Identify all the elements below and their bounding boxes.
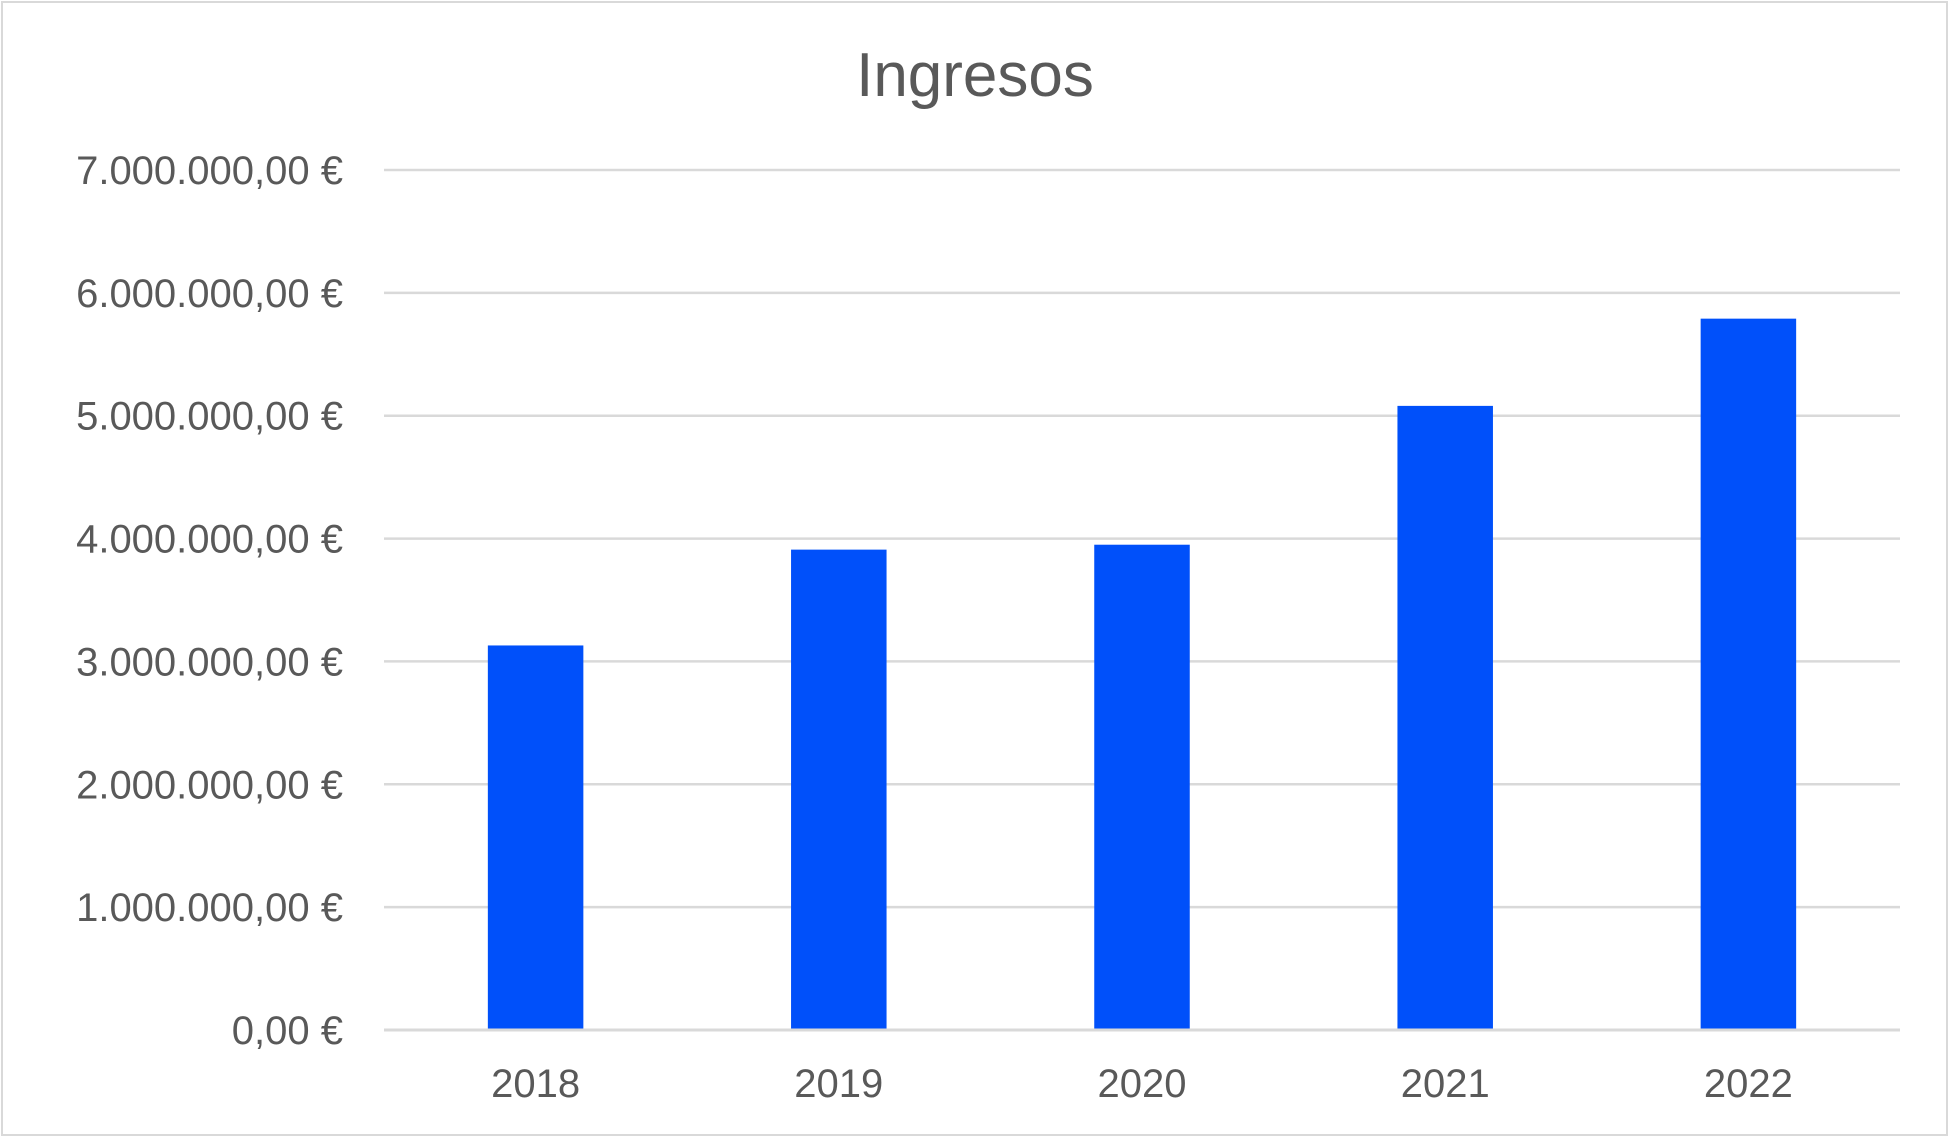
gridlines xyxy=(384,168,1900,909)
x-tick-label: 2022 xyxy=(1704,1062,1793,1106)
x-tick-label: 2020 xyxy=(1098,1062,1187,1106)
x-tick-label: 2018 xyxy=(491,1062,580,1106)
bars xyxy=(487,318,1797,1031)
y-tick-label: 6.000.000,00 € xyxy=(76,272,343,316)
x-tick-label: 2021 xyxy=(1401,1062,1490,1106)
y-tick-label: 5.000.000,00 € xyxy=(76,395,343,439)
y-tick-label: 0,00 € xyxy=(232,1009,343,1053)
tick-labels: 0,00 € 1.000.000,00 € 2.000.000,00 € 3.000.… xyxy=(76,149,1793,1106)
x-tick-label: 2019 xyxy=(794,1062,883,1106)
bar-2018 xyxy=(487,645,584,1030)
bar-2020 xyxy=(1094,544,1190,1030)
bar-2021 xyxy=(1397,405,1493,1030)
y-tick-label: 3.000.000,00 € xyxy=(76,640,343,684)
y-tick-label: 7.000.000,00 € xyxy=(76,149,343,193)
chart-title: Ingresos xyxy=(856,41,1094,110)
bar-2019 xyxy=(791,549,887,1030)
bar-2022 xyxy=(1700,318,1797,1031)
y-tick-label: 2.000.000,00 € xyxy=(76,763,343,807)
y-tick-label: 1.000.000,00 € xyxy=(76,886,343,930)
y-tick-label: 4.000.000,00 € xyxy=(76,518,343,562)
